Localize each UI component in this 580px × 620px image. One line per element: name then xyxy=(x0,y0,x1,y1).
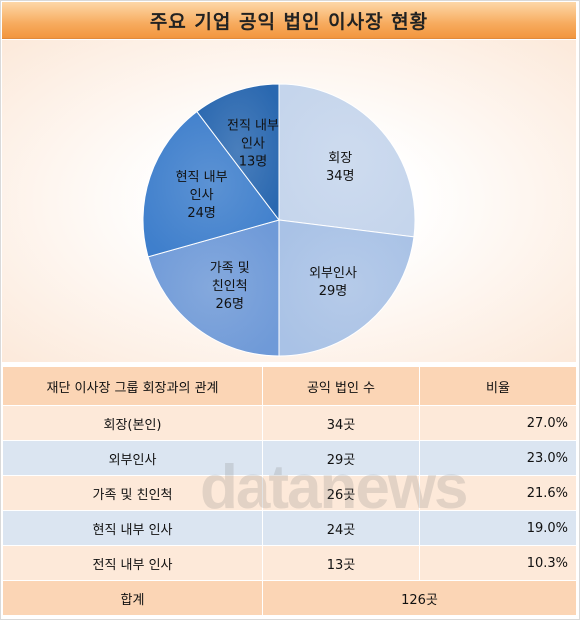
slice-label: 가족 및 친인척 26명 xyxy=(210,261,250,312)
row-count: 34곳 xyxy=(262,405,420,441)
row-ratio: 21.6% xyxy=(419,475,577,511)
row-count: 13곳 xyxy=(262,545,420,581)
pie-slice xyxy=(278,219,415,357)
slice-label: 현직 내부 인사 24명 xyxy=(176,170,228,221)
row-ratio: 10.3% xyxy=(419,545,577,581)
table-total-row: 합계 126곳 xyxy=(2,580,577,616)
row-name: 회장(본인) xyxy=(2,405,263,441)
table-row: 회장(본인) 34곳 27.0% xyxy=(2,405,577,441)
header-ratio: 비율 xyxy=(419,366,577,406)
row-count: 26곳 xyxy=(262,475,420,511)
table-row: 외부인사 29곳 23.0% xyxy=(2,440,577,476)
row-ratio: 23.0% xyxy=(419,440,577,476)
row-name: 전직 내부 인사 xyxy=(2,545,263,581)
table-header-row: 재단 이사장 그룹 회장과의 관계 공익 법인 수 비율 xyxy=(2,366,577,406)
slice-label: 전직 내부 인사 13명 xyxy=(227,119,279,170)
table-row: 현직 내부 인사 24곳 19.0% xyxy=(2,510,577,546)
row-name: 가족 및 친인척 xyxy=(2,475,263,511)
row-count: 24곳 xyxy=(262,510,420,546)
pie-slice xyxy=(278,83,416,238)
page-title: 주요 기업 공익 법인 이사장 현황 xyxy=(149,10,429,33)
header-relation: 재단 이사장 그룹 회장과의 관계 xyxy=(2,366,263,406)
row-count: 29곳 xyxy=(262,440,420,476)
slice-label: 회장 34명 xyxy=(326,151,355,184)
row-ratio: 19.0% xyxy=(419,510,577,546)
header-count: 공익 법인 수 xyxy=(262,366,420,406)
total-label: 합계 xyxy=(2,580,263,616)
table-row: 전직 내부 인사 13곳 10.3% xyxy=(2,545,577,581)
pie-slice xyxy=(142,110,280,258)
total-value: 126곳 xyxy=(262,580,577,616)
row-name: 외부인사 xyxy=(2,440,263,476)
table-row: 가족 및 친인척 26곳 21.6% xyxy=(2,475,577,511)
slice-label: 외부인사 29명 xyxy=(309,266,357,299)
row-ratio: 27.0% xyxy=(419,405,577,441)
data-table: 재단 이사장 그룹 회장과의 관계 공익 법인 수 비율 회장(본인) 34곳 … xyxy=(2,366,577,616)
title-bar: 주요 기업 공익 법인 이사장 현황 xyxy=(2,2,576,39)
row-name: 현직 내부 인사 xyxy=(2,510,263,546)
pie-slice xyxy=(196,83,280,222)
pie-slice xyxy=(147,219,280,357)
